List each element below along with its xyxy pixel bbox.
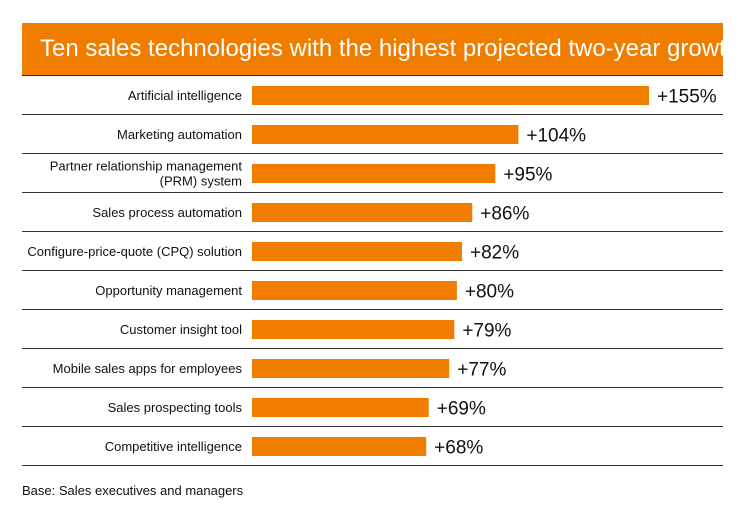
category-label-line: Customer insight tool <box>120 322 242 337</box>
category-label: Artificial intelligence <box>128 88 242 103</box>
value-label: +80% <box>465 282 514 303</box>
category-label-line: Configure-price-quote (CPQ) solution <box>27 244 242 259</box>
category-label: Sales process automation <box>92 205 242 220</box>
value-label: +95% <box>503 165 552 186</box>
bar <box>252 203 473 222</box>
value-label: +104% <box>526 126 586 147</box>
bar <box>252 320 455 339</box>
bar <box>252 125 519 144</box>
category-label: Competitive intelligence <box>105 439 242 454</box>
value-label: +69% <box>437 399 486 420</box>
value-label: +77% <box>457 360 506 381</box>
category-label: Configure-price-quote (CPQ) solution <box>27 244 242 259</box>
title-bar: Ten sales technologies with the highest … <box>22 23 739 75</box>
category-label: Mobile sales apps for employees <box>53 361 243 376</box>
category-label-line: Competitive intelligence <box>105 439 242 454</box>
value-label: +68% <box>434 438 483 459</box>
category-label: Opportunity management <box>95 283 242 298</box>
bar <box>252 437 427 456</box>
category-label-line: Sales process automation <box>92 205 242 220</box>
footnote: Base: Sales executives and managers <box>22 483 244 498</box>
bar <box>252 359 450 378</box>
value-label: +155% <box>657 87 717 108</box>
category-label: Sales prospecting tools <box>108 400 243 415</box>
value-label: +79% <box>462 321 511 342</box>
category-label: Partner relationship management (PRM) sys… <box>50 159 243 189</box>
category-label-line: (PRM) system <box>160 174 242 189</box>
category-label-line: Sales prospecting tools <box>108 400 243 415</box>
bar <box>252 164 496 183</box>
value-label: +82% <box>470 243 519 264</box>
category-label: Marketing automation <box>117 127 242 142</box>
category-label-line: Marketing automation <box>117 127 242 142</box>
category-label-line: Mobile sales apps for employees <box>53 361 243 376</box>
bar <box>252 398 429 417</box>
category-label-line: Partner relationship management <box>50 159 243 174</box>
category-label-line: Opportunity management <box>95 283 242 298</box>
bar <box>252 242 463 261</box>
category-label-line: Artificial intelligence <box>128 88 242 103</box>
bar <box>252 281 457 300</box>
bar <box>252 86 649 105</box>
chart-title: Ten sales technologies with the highest … <box>40 35 740 62</box>
category-label: Customer insight tool <box>120 322 242 337</box>
value-label: +86% <box>480 204 529 225</box>
